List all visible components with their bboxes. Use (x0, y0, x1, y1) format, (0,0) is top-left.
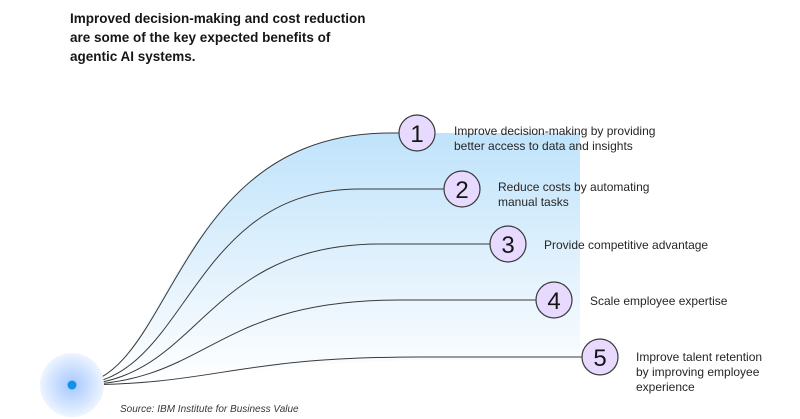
connector-line-3 (71, 243, 490, 386)
benefit-4-line-1: Scale employee expertise (590, 294, 728, 308)
benefit-5-line-3: experience (636, 380, 695, 394)
connector-line-5 (71, 356, 582, 386)
benefit-5-line-1: Improve talent retention (636, 350, 763, 364)
benefit-label-3: Provide competitive advantage (544, 238, 708, 253)
benefit-label-2: Reduce costs by automating manual tasks (498, 180, 649, 210)
benefit-label-5: Improve talent retention by improving em… (636, 350, 762, 395)
benefit-marker-1: 1 (398, 114, 436, 152)
benefit-marker-3: 3 (489, 225, 527, 263)
benefit-label-4: Scale employee expertise (590, 294, 727, 309)
benefit-number-5: 5 (593, 345, 606, 372)
benefit-number-2: 2 (455, 177, 468, 204)
benefit-2-line-1: Reduce costs by automating (498, 180, 650, 194)
origin-dot (67, 380, 77, 390)
benefit-marker-5: 5 (581, 338, 619, 376)
benefit-5-line-2: by improving employee (636, 365, 760, 379)
benefit-2-line-2: manual tasks (498, 195, 569, 209)
connector-line-1 (71, 132, 399, 386)
page-title: Improved decision-making and cost reduct… (70, 9, 400, 66)
benefit-label-1: Improve decision-making by providing bet… (454, 124, 655, 154)
connector-line-4 (71, 299, 536, 386)
benefit-3-line-1: Provide competitive advantage (544, 238, 709, 252)
connector-line-2 (71, 188, 444, 386)
benefit-number-4: 4 (547, 288, 560, 315)
benefit-1-line-2: better access to data and insights (454, 139, 633, 153)
benefit-number-3: 3 (501, 232, 514, 259)
title-line-1: Improved decision-making and cost reduct… (70, 11, 366, 26)
benefit-number-1: 1 (410, 121, 423, 148)
benefit-marker-2: 2 (443, 170, 481, 208)
benefit-1-line-1: Improve decision-making by providing (454, 124, 656, 138)
benefit-marker-4: 4 (535, 281, 573, 319)
source-note: Source: IBM Institute for Business Value (120, 404, 299, 415)
title-line-2: are some of the key expected benefits of (70, 30, 331, 45)
title-line-3: agentic AI systems. (70, 49, 196, 64)
